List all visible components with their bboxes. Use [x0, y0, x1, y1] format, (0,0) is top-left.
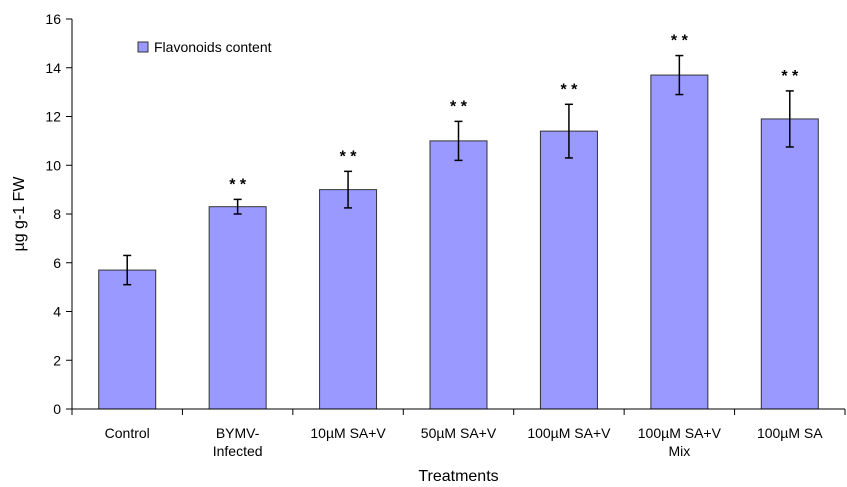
x-tick-label: 50µM SA+V	[421, 425, 497, 441]
y-tick-label: 6	[53, 255, 61, 271]
legend: Flavonoids content	[137, 39, 272, 55]
y-tick-label: 16	[45, 11, 61, 27]
legend-swatch	[137, 41, 149, 53]
y-axis-title: µg g-1 FW	[11, 176, 28, 252]
y-axis-ticks: 0 2 4 6 8 10 12 14 16	[45, 11, 72, 417]
y-tick-label: 12	[45, 109, 61, 125]
bar	[760, 118, 819, 410]
x-tick-label: BYMV-	[216, 425, 260, 441]
y-tick-label: 2	[53, 352, 61, 368]
x-tick-label: Mix	[668, 443, 690, 459]
y-tick-label: 14	[45, 60, 61, 76]
significance-mark: * *	[229, 176, 247, 193]
significance-mark: * *	[671, 33, 689, 50]
x-tick-label: Control	[105, 425, 150, 441]
significance-marks: * * * * * * * * * * * *	[229, 33, 799, 194]
legend-label: Flavonoids content	[154, 39, 272, 55]
significance-mark: * *	[560, 81, 578, 98]
x-axis-ticks	[71, 409, 846, 415]
bar	[208, 206, 267, 410]
significance-mark: * *	[450, 98, 468, 115]
bar	[650, 74, 709, 410]
bar	[539, 130, 598, 410]
x-tick-label: 100µM SA+V	[638, 425, 722, 441]
x-tick-label: Infected	[213, 443, 263, 459]
significance-mark: * *	[340, 148, 358, 165]
y-tick-label: 10	[45, 157, 61, 173]
error-bars	[123, 54, 794, 286]
x-tick-label: 100µM SA+V	[527, 425, 611, 441]
y-tick-label: 8	[53, 206, 61, 222]
x-axis-labels: Control BYMV- Infected 10µM SA+V 50µM SA+V 10…	[105, 425, 824, 459]
x-tick-label: 100µM SA	[757, 425, 823, 441]
y-tick-label: 4	[53, 304, 61, 320]
significance-mark: * *	[781, 68, 799, 85]
bars	[98, 74, 819, 410]
bar	[319, 189, 378, 410]
x-axis-title: Treatments	[418, 468, 498, 485]
bar	[429, 140, 488, 410]
x-tick-label: 10µM SA+V	[310, 425, 386, 441]
bar	[98, 269, 157, 410]
y-tick-label: 0	[53, 401, 61, 417]
